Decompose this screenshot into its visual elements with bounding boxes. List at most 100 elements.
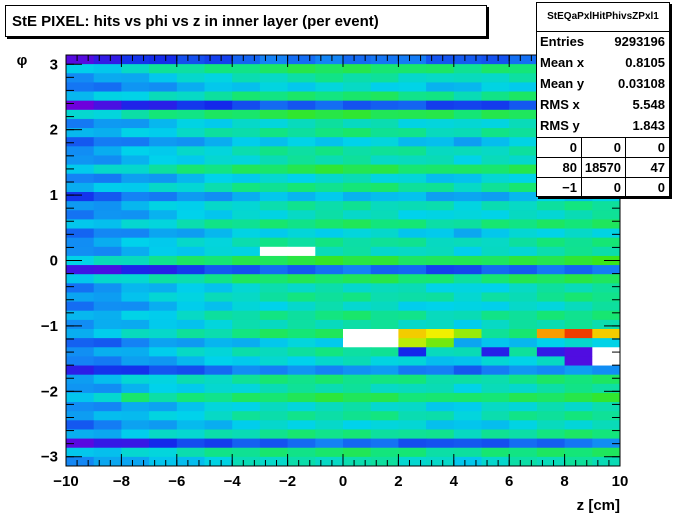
heatmap-cell bbox=[315, 146, 344, 156]
heatmap-cell bbox=[509, 64, 538, 74]
heatmap-cell bbox=[509, 118, 538, 129]
heatmap-cell bbox=[232, 118, 261, 129]
heatmap-cell bbox=[121, 128, 150, 138]
heatmap-cell bbox=[204, 255, 233, 266]
heatmap-cell bbox=[370, 392, 399, 403]
x-tick-label: 4 bbox=[450, 473, 459, 490]
heatmap-cell bbox=[592, 420, 621, 430]
heatmap-cell bbox=[398, 164, 427, 175]
heatmap-cell bbox=[426, 237, 455, 248]
heatmap-cell bbox=[453, 237, 482, 248]
heatmap-cell bbox=[176, 447, 205, 458]
heatmap-cell bbox=[453, 319, 482, 330]
heatmap-cell bbox=[121, 265, 150, 275]
heatmap-cell bbox=[509, 109, 538, 120]
heatmap-cell bbox=[204, 128, 233, 138]
heatmap-cell bbox=[564, 402, 593, 412]
heatmap-cell bbox=[66, 219, 95, 230]
heatmap-cell bbox=[343, 228, 372, 239]
heatmap-cell bbox=[398, 73, 427, 83]
heatmap-cell bbox=[176, 182, 205, 193]
heatmap-cell bbox=[176, 155, 205, 166]
heatmap-cell bbox=[232, 164, 261, 175]
heatmap-cell bbox=[204, 429, 233, 440]
heatmap-cell bbox=[93, 55, 122, 65]
heatmap-cell bbox=[66, 155, 95, 166]
heatmap-cell bbox=[259, 283, 289, 293]
heatmap-cell bbox=[370, 365, 399, 376]
heatmap-cell bbox=[149, 192, 178, 202]
heatmap-cell bbox=[370, 91, 399, 102]
heatmap-cell bbox=[176, 429, 205, 440]
heatmap-cell bbox=[259, 329, 289, 339]
heatmap-cell bbox=[176, 173, 205, 184]
heatmap-cell bbox=[343, 365, 372, 376]
heatmap-cell bbox=[232, 228, 261, 239]
heatmap-cell bbox=[66, 447, 95, 458]
heatmap-cell bbox=[204, 118, 233, 129]
heatmap-cell bbox=[204, 146, 233, 156]
heatmap-cell bbox=[398, 118, 427, 129]
heatmap-cell bbox=[370, 219, 399, 230]
heatmap-cell bbox=[453, 128, 482, 138]
heatmap-cell bbox=[66, 338, 95, 348]
heatmap-cell bbox=[481, 447, 510, 458]
heatmap-cell bbox=[259, 73, 289, 83]
heatmap-cell bbox=[564, 392, 593, 403]
heatmap-cell bbox=[93, 347, 122, 357]
heatmap-cell bbox=[592, 347, 621, 357]
heatmap-cell bbox=[426, 429, 455, 440]
heatmap-cell bbox=[481, 201, 510, 211]
heatmap-cell bbox=[66, 82, 95, 93]
heatmap-cell bbox=[315, 411, 344, 421]
heatmap-cell bbox=[176, 329, 205, 339]
heatmap-cell bbox=[287, 265, 316, 275]
y-tick-label: −3 bbox=[41, 449, 58, 466]
heatmap-cell bbox=[343, 329, 372, 339]
heatmap-cell bbox=[66, 100, 95, 111]
heatmap-cell bbox=[287, 73, 316, 83]
heatmap-cell bbox=[536, 356, 566, 367]
heatmap-cell bbox=[204, 310, 233, 321]
heatmap-cell bbox=[315, 100, 344, 111]
heatmap-cell bbox=[315, 246, 344, 257]
stats-box: StEQaPxlHitPhivsZPxl1 Entries 9293196 Mea… bbox=[536, 2, 670, 197]
heatmap-cell bbox=[343, 447, 372, 458]
heatmap-cell bbox=[343, 402, 372, 412]
heatmap-cell bbox=[398, 237, 427, 248]
heatmap-cell bbox=[370, 456, 399, 467]
heatmap-cell bbox=[343, 73, 372, 83]
heatmap-cell bbox=[398, 210, 427, 220]
heatmap-cell bbox=[287, 55, 316, 65]
heatmap-cell bbox=[370, 274, 399, 284]
heatmap-cell bbox=[398, 137, 427, 147]
heatmap-cell bbox=[287, 447, 316, 458]
heatmap-cell bbox=[176, 164, 205, 175]
heatmap-cell bbox=[287, 347, 316, 357]
heatmap-cell bbox=[232, 201, 261, 211]
heatmap-cell bbox=[398, 173, 427, 184]
heatmap-cell bbox=[204, 329, 233, 339]
heatmap-cell bbox=[232, 292, 261, 303]
heatmap-cell bbox=[121, 438, 150, 449]
heatmap-cell bbox=[509, 146, 538, 156]
heatmap-cell bbox=[315, 456, 344, 467]
heatmap-cell bbox=[176, 118, 205, 129]
x-tick-label: 10 bbox=[612, 473, 629, 490]
heatmap-cell bbox=[398, 128, 427, 138]
heatmap-cell bbox=[204, 365, 233, 376]
heatmap-cell bbox=[259, 173, 289, 184]
heatmap-cell bbox=[176, 356, 205, 367]
heatmap-cell bbox=[121, 392, 150, 403]
heatmap-cell bbox=[121, 137, 150, 147]
heatmap-cell bbox=[121, 255, 150, 266]
heatmap-cell bbox=[149, 420, 178, 430]
heatmap-cell bbox=[592, 402, 621, 412]
heatmap-cell bbox=[509, 274, 538, 284]
x-tick-label: 0 bbox=[339, 473, 347, 490]
heatmap-cell bbox=[426, 146, 455, 156]
heatmap-cell bbox=[121, 219, 150, 230]
heatmap-cell bbox=[287, 374, 316, 385]
heatmap-cell bbox=[564, 447, 593, 458]
heatmap-cell bbox=[453, 301, 482, 312]
